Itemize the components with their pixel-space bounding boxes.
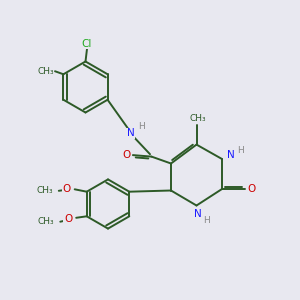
- Text: H: H: [204, 216, 210, 225]
- Text: O: O: [123, 150, 131, 160]
- Text: N: N: [194, 209, 202, 219]
- Text: CH₃: CH₃: [37, 67, 54, 76]
- Text: CH₃: CH₃: [190, 114, 206, 123]
- Text: O: O: [62, 184, 71, 194]
- Text: N: N: [127, 128, 134, 139]
- Text: CH₃: CH₃: [38, 217, 54, 226]
- Text: O: O: [64, 214, 72, 224]
- Text: CH₃: CH₃: [36, 186, 53, 195]
- Text: O: O: [247, 184, 255, 194]
- Text: N: N: [226, 150, 234, 161]
- Text: H: H: [139, 122, 145, 131]
- Text: H: H: [237, 146, 243, 155]
- Text: Cl: Cl: [82, 38, 92, 49]
